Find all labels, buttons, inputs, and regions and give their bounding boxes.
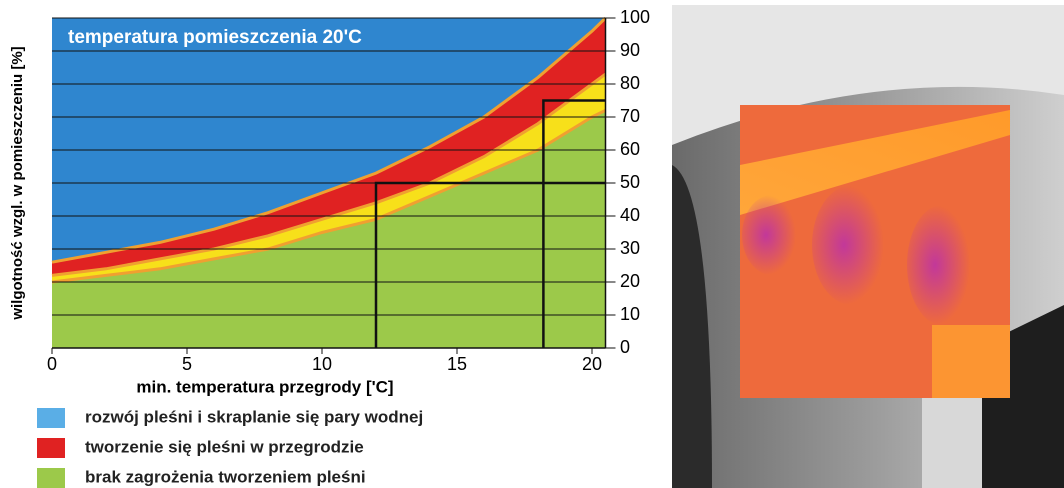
y-tick-label: 80	[620, 73, 640, 93]
y-axis-title: wilgotność wzgl. w pomieszczeniu [%]	[9, 46, 26, 320]
x-tick-label: 5	[182, 354, 192, 374]
x-tick-label: 10	[312, 354, 332, 374]
legend-label: tworzenie się pleśni w przegrodzie	[85, 437, 364, 456]
y-tick-label: 70	[620, 106, 640, 126]
legend-label: brak zagrożenia tworzeniem pleśni	[85, 467, 366, 486]
y-tick-label: 30	[620, 238, 640, 258]
y-tick-label: 100	[620, 7, 650, 27]
y-tick-label: 10	[620, 304, 640, 324]
thermal-photo	[672, 5, 1064, 488]
x-tick-label: 15	[447, 354, 467, 374]
legend-label: rozwój pleśni i skraplanie się pary wodn…	[85, 407, 423, 426]
y-tick-label: 60	[620, 139, 640, 159]
y-tick-label: 0	[620, 337, 630, 357]
x-tick-label: 20	[582, 354, 602, 374]
x-axis-title: min. temperatura przegrody ['C]	[136, 377, 393, 396]
chart-title: temperatura pomieszczenia 20'C	[68, 27, 362, 48]
y-tick-label: 90	[620, 40, 640, 60]
chart: min. temperatura przegrody ['C] wilgotno…	[0, 0, 672, 488]
legend-swatch	[37, 438, 65, 458]
y-tick-label: 50	[620, 172, 640, 192]
y-tick-label: 20	[620, 271, 640, 291]
x-tick-label: 0	[47, 354, 57, 374]
legend-swatch	[37, 468, 65, 488]
y-tick-label: 40	[620, 205, 640, 225]
legend-swatch	[37, 408, 65, 428]
screen: min. temperatura przegrody ['C] wilgotno…	[0, 0, 1064, 488]
